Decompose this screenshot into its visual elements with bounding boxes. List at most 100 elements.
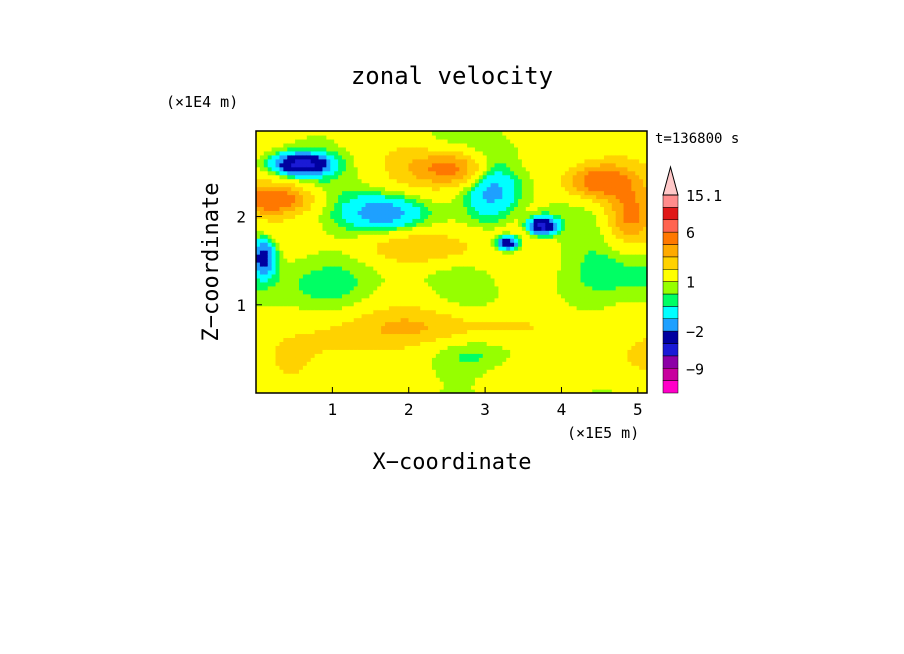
field-cell	[381, 230, 386, 235]
field-cell	[385, 170, 390, 176]
field-cell	[537, 293, 543, 299]
field-cell	[467, 182, 472, 188]
field-cell	[357, 174, 363, 180]
field-cell	[525, 258, 531, 263]
field-cell	[396, 146, 402, 152]
field-cell	[381, 166, 386, 172]
field-cell	[334, 345, 339, 350]
field-cell	[279, 158, 284, 164]
field-cell	[428, 138, 433, 144]
field-cell	[322, 238, 327, 243]
field-cell	[388, 329, 394, 335]
field-cell	[521, 254, 527, 259]
field-cell	[275, 258, 281, 263]
field-cell	[338, 234, 343, 239]
field-cell	[474, 242, 480, 247]
field-cell	[349, 178, 355, 184]
field-cell	[420, 258, 425, 263]
field-cell	[404, 166, 410, 172]
field-cell	[349, 134, 355, 140]
field-cell	[420, 158, 425, 164]
field-cell	[549, 289, 554, 295]
field-cell	[443, 222, 449, 227]
field-cell	[361, 385, 367, 390]
field-cell	[459, 273, 464, 279]
field-cell	[521, 162, 527, 168]
field-cell	[474, 238, 480, 243]
field-cell	[428, 297, 433, 303]
field-cell	[459, 349, 464, 354]
field-cell	[334, 142, 339, 148]
field-cell	[478, 222, 484, 227]
field-cell	[467, 293, 472, 299]
field-cell	[514, 202, 519, 208]
field-cell	[502, 158, 507, 164]
field-cell	[514, 162, 519, 168]
field-cell	[431, 131, 437, 136]
field-cell	[302, 293, 308, 299]
field-cell	[299, 281, 304, 287]
field-cell	[490, 226, 496, 231]
field-cell	[381, 273, 386, 279]
field-cell	[353, 381, 359, 386]
field-cell	[412, 162, 417, 168]
field-cell	[471, 214, 476, 219]
field-cell	[275, 369, 281, 374]
field-cell	[502, 186, 507, 192]
field-cell	[385, 178, 390, 184]
field-cell	[510, 174, 515, 180]
field-cell	[373, 146, 378, 152]
field-cell	[490, 293, 496, 299]
field-cell	[287, 170, 292, 176]
field-cell	[400, 349, 406, 354]
field-cell	[474, 226, 480, 231]
field-cell	[510, 142, 515, 148]
field-cell	[459, 329, 464, 335]
field-cell	[275, 373, 281, 378]
field-cell	[377, 262, 382, 267]
field-cell	[474, 222, 480, 227]
field-cell	[326, 246, 331, 251]
field-cell	[345, 265, 351, 271]
field-cell	[510, 325, 515, 331]
field-cell	[345, 250, 351, 255]
field-cell	[431, 134, 437, 140]
field-cell	[459, 309, 464, 315]
field-cell	[416, 309, 421, 315]
field-cell	[424, 142, 429, 148]
field-cell	[467, 305, 472, 311]
field-cell	[517, 238, 523, 243]
field-cell	[533, 349, 539, 354]
field-cell	[302, 317, 308, 323]
field-cell	[424, 365, 429, 370]
field-cell	[377, 246, 382, 251]
field-cell	[404, 134, 410, 140]
field-cell	[424, 262, 429, 267]
field-cell	[291, 254, 296, 259]
field-cell	[377, 214, 382, 219]
field-cell	[299, 162, 304, 168]
field-cell	[342, 325, 347, 331]
field-cell	[310, 194, 316, 200]
field-cell	[498, 297, 503, 303]
field-cell	[467, 131, 472, 136]
field-cell	[361, 309, 367, 315]
field-cell	[256, 349, 261, 354]
field-cell	[259, 353, 265, 358]
field-cell	[279, 293, 284, 299]
field-cell	[283, 254, 288, 259]
field-cell	[431, 353, 437, 358]
field-cell	[365, 329, 370, 335]
field-cell	[396, 250, 402, 255]
field-cell	[353, 297, 359, 303]
field-cell	[396, 182, 402, 188]
field-cell	[279, 222, 284, 227]
field-cell	[310, 385, 316, 390]
field-cell	[291, 269, 296, 275]
field-cell	[506, 265, 511, 271]
field-cell	[381, 277, 386, 283]
field-cell	[392, 186, 398, 192]
field-cell	[295, 131, 300, 136]
field-cell	[463, 131, 468, 136]
field-cell	[373, 222, 378, 227]
